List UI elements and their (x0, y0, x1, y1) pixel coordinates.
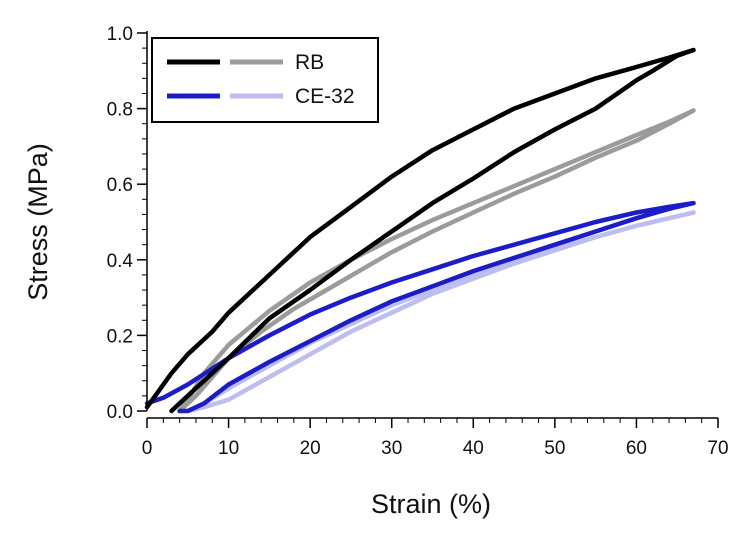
series-line-0 (177, 108, 696, 414)
legend-label-ce-32: CE-32 (295, 85, 355, 108)
y-tick-label: 0.4 (107, 251, 134, 272)
x-tick-label: 20 (300, 438, 321, 459)
x-tick-label: 0 (142, 438, 153, 459)
y-tick-label: 0.8 (107, 100, 133, 121)
x-tick-label: 10 (218, 438, 239, 459)
x-tick-label: 60 (626, 438, 647, 459)
legend: RB CE-32 (151, 37, 379, 123)
y-tick-label: 0.0 (107, 402, 133, 423)
series-line-3 (144, 47, 696, 414)
series-line-1 (185, 210, 696, 414)
legend-items (167, 59, 283, 99)
legend-label-rb: RB (295, 51, 324, 74)
y-tick-label: 0.2 (107, 326, 133, 347)
series-line-2 (144, 200, 696, 414)
legend-box (151, 37, 379, 123)
x-tick-label: 30 (381, 438, 402, 459)
axis-layer: 0 10 20 30 40 50 60 70 0.0 0.2 0.4 0.6 0.8 1.0 (107, 24, 729, 459)
x-tick-label: 70 (707, 438, 728, 459)
y-tick-label: 1.0 (107, 24, 133, 45)
x-tick-label: 50 (544, 438, 565, 459)
y-tick-label: 0.6 (107, 175, 133, 196)
series-layer (144, 47, 696, 414)
x-tick-label: 40 (463, 438, 484, 459)
y-axis-title: Stress (MPa) (23, 143, 53, 301)
x-axis-title: Strain (%) (371, 489, 491, 519)
